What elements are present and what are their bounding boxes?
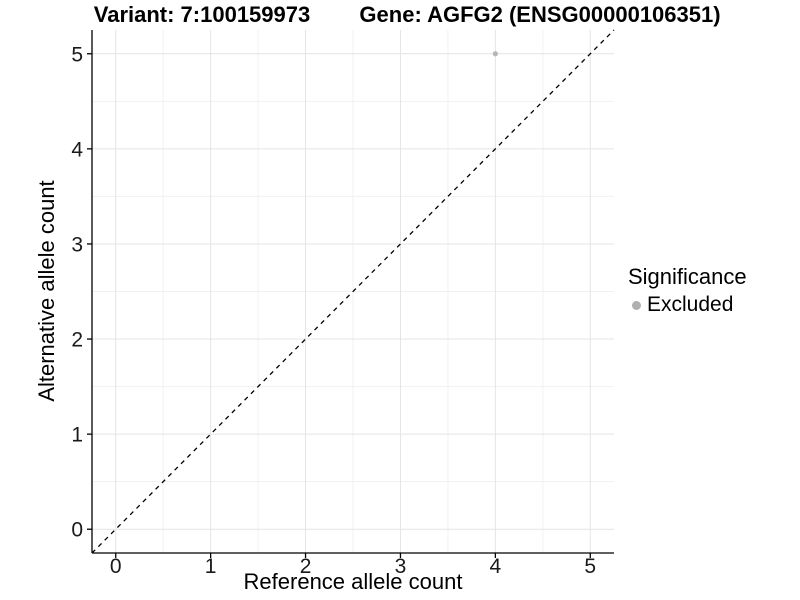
x-axis-title: Reference allele count: [243, 569, 463, 594]
y-tick-label: 2: [71, 329, 83, 352]
data-points: [492, 51, 498, 57]
y-axis-title: Alternative allele count: [34, 180, 59, 402]
legend: Significance Excluded: [628, 264, 747, 317]
x-tick-label: 3: [395, 555, 407, 578]
y-tick-label: 3: [71, 233, 83, 256]
x-tick-label: 1: [205, 555, 217, 578]
y-tick-label: 5: [71, 43, 83, 66]
tick-marks: [87, 53, 591, 558]
plot-title-gene: Gene: AGFG2 (ENSG00000106351): [359, 2, 721, 27]
x-tick-label: 2: [300, 555, 312, 578]
data-point-excluded: [492, 51, 498, 57]
legend-title: Significance: [628, 264, 747, 289]
grid-major-lines: [92, 30, 614, 553]
plot-title-variant: Variant: 7:100159973: [93, 2, 311, 27]
x-tick-label: 0: [110, 555, 122, 578]
x-tick-labels: 0 1 2 3 4 5: [110, 555, 596, 578]
y-tick-label: 4: [71, 138, 83, 161]
identity-dashed-line: [91, 29, 615, 554]
axis-lines: [91, 30, 614, 554]
y-tick-label: 1: [71, 424, 83, 447]
y-tick-label: 0: [71, 519, 83, 542]
excluded-point-icon: [632, 300, 641, 310]
legend-entry-excluded: Excluded: [632, 293, 747, 317]
y-tick-labels: 0 1 2 3 4 5: [71, 43, 83, 541]
x-tick-label: 5: [584, 555, 596, 578]
x-tick-label: 4: [490, 555, 502, 578]
legend-entry-label: Excluded: [647, 293, 734, 316]
